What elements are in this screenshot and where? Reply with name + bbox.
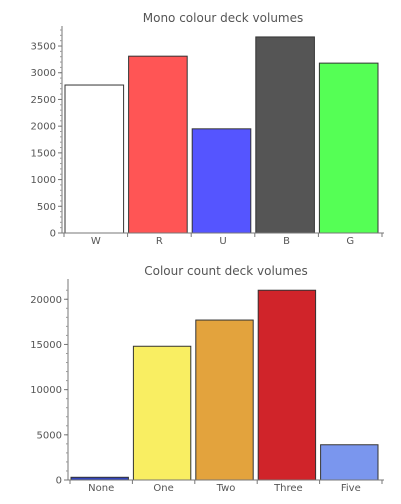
x-tick-label: None [88, 483, 114, 494]
y-tick-label: 2500 [31, 95, 56, 106]
y-tick-label: 1500 [31, 148, 56, 159]
x-tick-label: G [346, 236, 354, 247]
mono-colour-chart: Mono colour deck volumes 0 500 1000 1500 2000… [31, 11, 384, 247]
y-tick-label: 3000 [31, 68, 56, 79]
y-tick-label: 2000 [31, 122, 56, 133]
y-tick-label: 20000 [30, 295, 62, 306]
y-tick-label: 15000 [30, 340, 62, 351]
bar-w [64, 84, 125, 234]
bar-three [257, 289, 317, 481]
bar-u [191, 128, 252, 234]
y-tick-label: 5000 [37, 430, 62, 441]
colour-count-chart: Colour count deck volumes 0 5000 10000 15000… [30, 264, 384, 494]
y-tick-label: 1000 [31, 175, 56, 186]
x-tick-label: Five [341, 483, 361, 494]
x-tick-label: U [219, 236, 226, 247]
chart-title: Colour count deck volumes [144, 264, 308, 278]
bar-two [195, 319, 254, 481]
x-tick-label: R [156, 236, 163, 247]
bar-one [132, 345, 192, 481]
y-tick-label: 0 [56, 476, 62, 487]
bar-five [320, 444, 379, 481]
bar-b [255, 36, 315, 234]
chart-title: Mono colour deck volumes [143, 11, 304, 25]
y-tick-label: 0 [50, 229, 56, 240]
x-tick-label: B [283, 236, 290, 247]
y-tick-label: 10000 [30, 385, 62, 396]
y-tick-label: 500 [37, 202, 56, 213]
bar-r [128, 55, 188, 234]
x-tick-label: Three [273, 483, 303, 494]
y-tick-label: 3500 [31, 42, 56, 53]
x-tick-label: W [91, 236, 101, 247]
x-tick-label: One [153, 483, 173, 494]
bar-g [318, 62, 379, 234]
x-tick-label: Two [216, 483, 236, 494]
